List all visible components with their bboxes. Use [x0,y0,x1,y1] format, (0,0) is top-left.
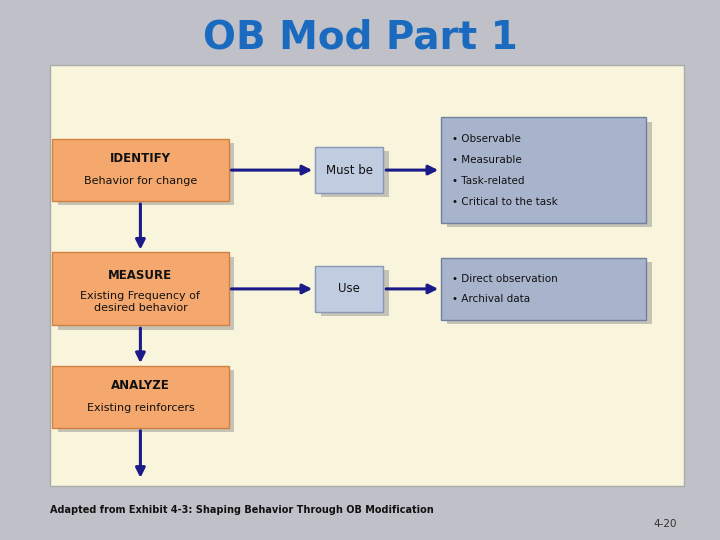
Text: • Task-related: • Task-related [452,176,524,186]
Text: OB Mod Part 1: OB Mod Part 1 [202,19,518,57]
Text: Existing Frequency of
desired behavior: Existing Frequency of desired behavior [81,291,200,313]
Text: • Archival data: • Archival data [452,294,530,304]
Text: ANALYZE: ANALYZE [111,379,170,392]
FancyBboxPatch shape [441,117,647,222]
Text: • Critical to the task: • Critical to the task [452,197,557,207]
FancyBboxPatch shape [58,257,235,329]
Text: Existing reinforcers: Existing reinforcers [86,403,194,413]
FancyBboxPatch shape [446,262,652,324]
Text: 4-20: 4-20 [653,519,677,529]
Text: Adapted from Exhibit 4-3: Shaping Behavior Through OB Modification: Adapted from Exhibit 4-3: Shaping Behavi… [50,505,434,515]
Text: Must be: Must be [325,164,373,177]
FancyBboxPatch shape [446,122,652,227]
FancyBboxPatch shape [321,270,389,316]
FancyBboxPatch shape [58,370,235,432]
FancyBboxPatch shape [50,65,684,486]
FancyBboxPatch shape [441,258,647,320]
FancyBboxPatch shape [58,143,235,205]
FancyBboxPatch shape [53,139,229,201]
Text: • Measurable: • Measurable [452,154,521,165]
Text: • Direct observation: • Direct observation [452,274,557,284]
FancyBboxPatch shape [53,252,229,325]
FancyBboxPatch shape [53,366,229,428]
Text: Use: Use [338,282,360,295]
Text: • Observable: • Observable [452,133,521,144]
Text: IDENTIFY: IDENTIFY [110,152,171,165]
FancyBboxPatch shape [321,151,389,197]
Text: Behavior for change: Behavior for change [84,176,197,186]
FancyBboxPatch shape [315,266,383,312]
FancyBboxPatch shape [315,147,383,193]
Text: MEASURE: MEASURE [108,269,173,282]
